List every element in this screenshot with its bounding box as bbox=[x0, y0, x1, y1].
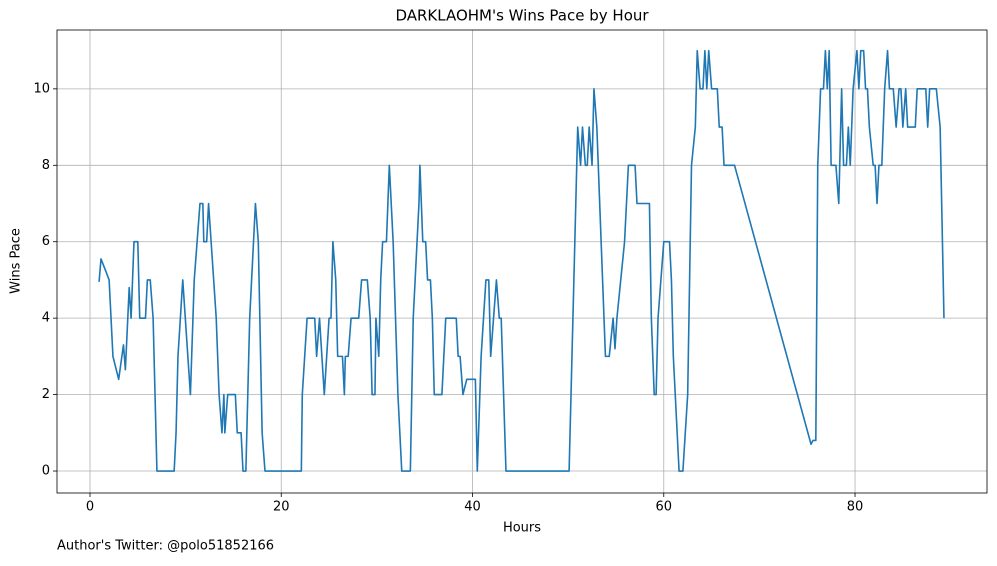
x-tick-label: 0 bbox=[86, 500, 94, 515]
y-tick-label: 6 bbox=[42, 234, 50, 249]
x-tick-label: 60 bbox=[655, 500, 672, 515]
y-tick-label: 0 bbox=[42, 464, 50, 479]
y-tick-label: 8 bbox=[42, 158, 50, 173]
chart-title: DARKLAOHM's Wins Pace by Hour bbox=[395, 7, 649, 25]
line-series bbox=[98, 49, 945, 472]
plot-frame bbox=[56, 29, 988, 494]
x-tick-label: 40 bbox=[464, 500, 481, 515]
y-tick-label: 2 bbox=[42, 387, 50, 402]
x-tick-label: 80 bbox=[847, 500, 864, 515]
annotation: Author's Twitter: @polo51852166 bbox=[57, 539, 274, 554]
y-tick-label: 10 bbox=[33, 81, 50, 96]
y-axis-label: Wins Pace bbox=[9, 228, 24, 294]
y-tick-label: 4 bbox=[42, 311, 50, 326]
x-tick-label: 20 bbox=[273, 500, 290, 515]
x-axis-label: Hours bbox=[503, 521, 541, 536]
